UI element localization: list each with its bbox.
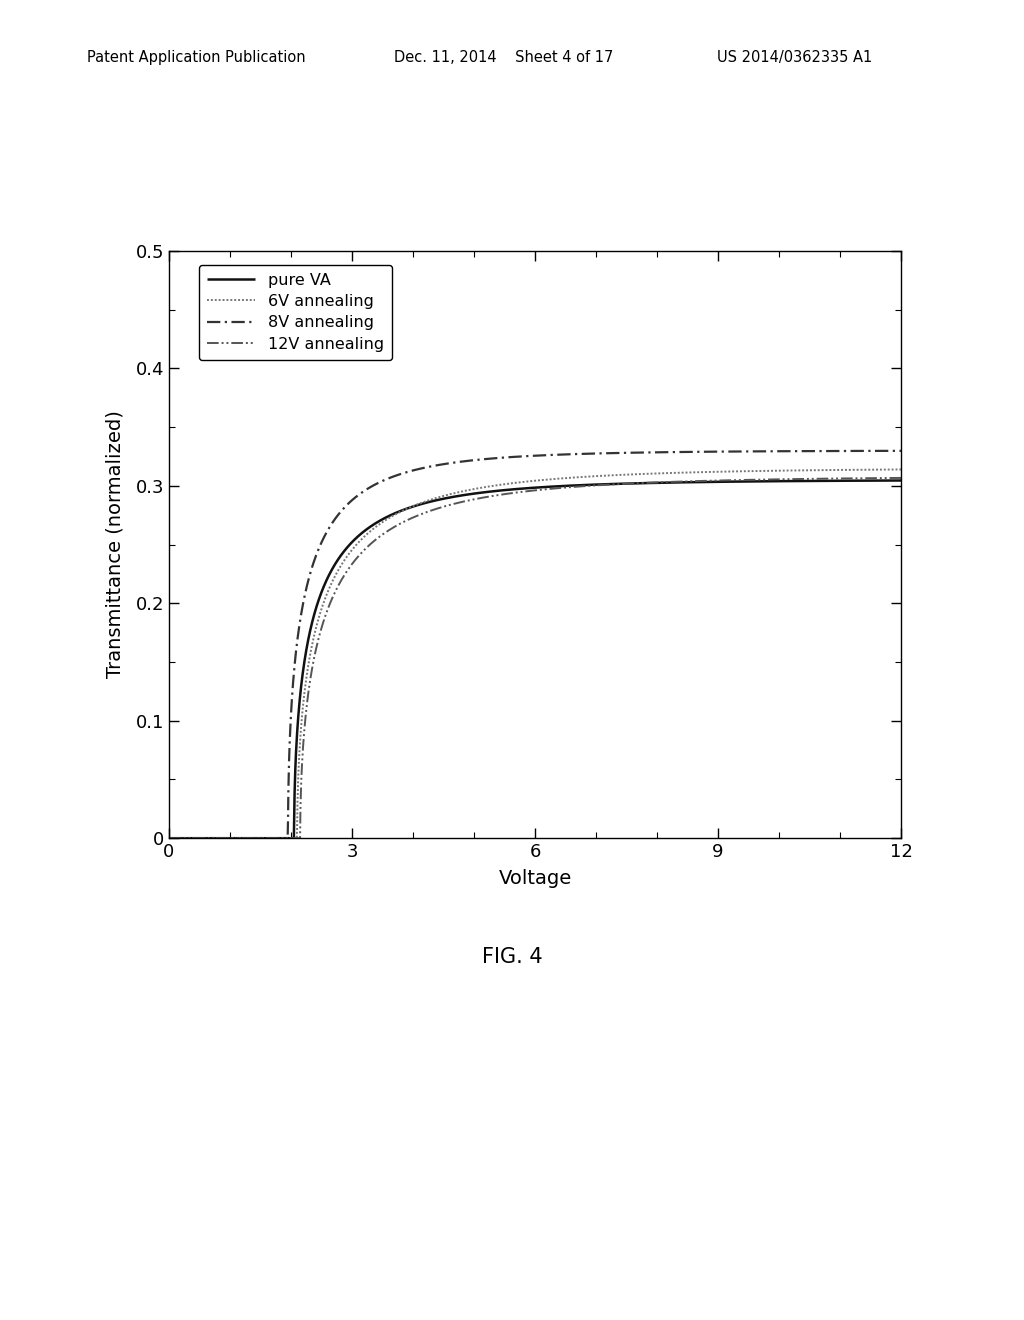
6V annealing bbox=[739, 463, 752, 479]
12V annealing bbox=[873, 470, 886, 486]
6V annealing bbox=[519, 474, 531, 490]
Line: 8V annealing: 8V annealing bbox=[169, 451, 901, 838]
pure VA bbox=[895, 473, 907, 488]
pure VA bbox=[873, 473, 886, 488]
6V annealing bbox=[895, 462, 907, 478]
6V annealing bbox=[500, 477, 512, 492]
8V annealing bbox=[739, 444, 752, 459]
12V annealing bbox=[873, 470, 886, 486]
8V annealing bbox=[200, 830, 212, 846]
8V annealing bbox=[873, 444, 886, 459]
6V annealing bbox=[873, 462, 886, 478]
8V annealing bbox=[519, 449, 531, 465]
Text: FIG. 4: FIG. 4 bbox=[481, 946, 543, 968]
pure VA bbox=[739, 474, 752, 490]
Line: pure VA: pure VA bbox=[169, 480, 901, 838]
Line: 6V annealing: 6V annealing bbox=[169, 470, 901, 838]
pure VA bbox=[519, 480, 531, 496]
pure VA bbox=[200, 830, 212, 846]
X-axis label: Voltage: Voltage bbox=[499, 870, 571, 888]
pure VA bbox=[873, 473, 886, 488]
12V annealing bbox=[163, 830, 175, 846]
12V annealing bbox=[500, 486, 512, 502]
Line: 12V annealing: 12V annealing bbox=[169, 478, 901, 838]
Legend: pure VA, 6V annealing, 8V annealing, 12V annealing: pure VA, 6V annealing, 8V annealing, 12V… bbox=[199, 265, 392, 360]
pure VA bbox=[163, 830, 175, 846]
8V annealing bbox=[895, 444, 907, 459]
6V annealing bbox=[873, 462, 886, 478]
Text: Patent Application Publication: Patent Application Publication bbox=[87, 50, 306, 65]
12V annealing bbox=[519, 483, 531, 499]
8V annealing bbox=[873, 444, 886, 459]
6V annealing bbox=[163, 830, 175, 846]
Text: US 2014/0362335 A1: US 2014/0362335 A1 bbox=[717, 50, 872, 65]
Y-axis label: Transmittance (normalized): Transmittance (normalized) bbox=[105, 411, 125, 678]
12V annealing bbox=[200, 830, 212, 846]
Text: Dec. 11, 2014    Sheet 4 of 17: Dec. 11, 2014 Sheet 4 of 17 bbox=[394, 50, 613, 65]
8V annealing bbox=[163, 830, 175, 846]
12V annealing bbox=[895, 470, 907, 486]
6V annealing bbox=[200, 830, 212, 846]
8V annealing bbox=[500, 450, 512, 466]
12V annealing bbox=[739, 473, 752, 488]
pure VA bbox=[500, 482, 512, 498]
